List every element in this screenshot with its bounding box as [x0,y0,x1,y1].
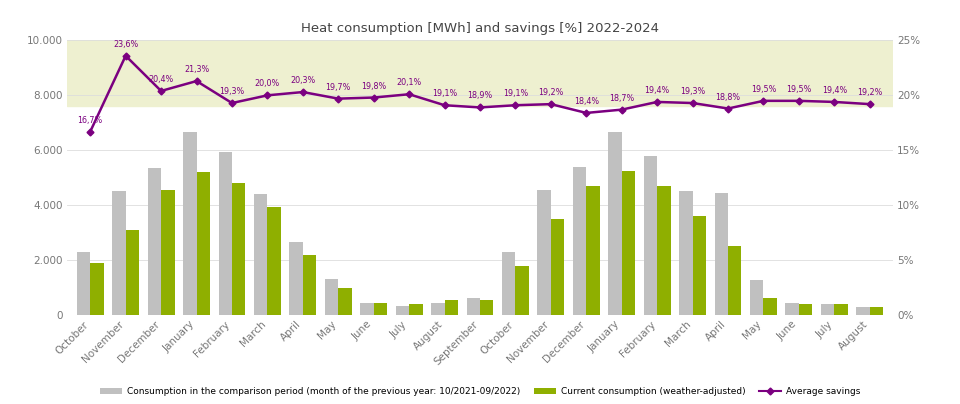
Text: 23,6%: 23,6% [113,40,138,49]
Bar [622,171,636,315]
Text: 19,7%: 19,7% [325,83,351,92]
Bar [785,303,799,315]
Bar [714,193,728,315]
Bar [161,190,175,315]
Bar [409,303,422,315]
Text: 18,9%: 18,9% [468,91,492,101]
Text: 18,8%: 18,8% [715,93,740,101]
Text: 19,2%: 19,2% [539,88,564,97]
Bar [587,186,600,315]
Bar [763,297,777,315]
Text: 18,4%: 18,4% [574,97,599,106]
Text: 19,5%: 19,5% [751,85,776,94]
Bar [821,304,834,315]
Bar [324,280,338,315]
Text: 20,4%: 20,4% [149,75,174,84]
Bar [609,133,622,315]
Text: 19,2%: 19,2% [857,88,882,97]
Bar [112,191,126,315]
Bar [254,194,268,315]
Bar [516,266,529,315]
Bar [268,206,281,315]
Bar [480,300,493,315]
Bar [644,156,658,315]
Bar [396,306,409,315]
Text: 19,3%: 19,3% [219,87,245,96]
Text: 21,3%: 21,3% [184,65,209,74]
Bar [658,186,671,315]
Bar [870,307,883,315]
Bar [360,303,373,315]
Text: 16,7%: 16,7% [78,116,103,125]
Bar [90,263,104,315]
Bar [302,255,316,315]
Bar [126,230,139,315]
Bar [856,307,870,315]
Bar [573,167,587,315]
Bar [67,40,893,106]
Bar [444,300,458,315]
Text: 20,0%: 20,0% [254,80,280,88]
Bar [834,304,848,315]
Bar [799,304,812,315]
Bar [431,303,444,315]
Text: 19,4%: 19,4% [644,86,670,95]
Bar [148,168,161,315]
Bar [77,252,90,315]
Bar [338,288,351,315]
Text: 19,5%: 19,5% [786,85,811,94]
Bar [551,219,564,315]
Bar [679,191,692,315]
Title: Heat consumption [MWh] and savings [%] 2022-2024: Heat consumption [MWh] and savings [%] 2… [301,22,659,35]
Bar [538,190,551,315]
Bar [197,172,210,315]
Bar [289,242,302,315]
Bar [502,252,516,315]
Text: 18,7%: 18,7% [609,94,635,103]
Bar [232,183,246,315]
Bar [373,303,387,315]
Text: 19,4%: 19,4% [822,86,847,95]
Legend: Consumption in the comparison period (month of the previous year: 10/2021-09/202: Consumption in the comparison period (mo… [96,383,864,400]
Text: 19,1%: 19,1% [503,89,528,98]
Bar [183,133,197,315]
Text: 19,8%: 19,8% [361,82,386,90]
Bar [750,280,763,315]
Bar [219,152,232,315]
Text: 20,1%: 20,1% [396,78,421,87]
Text: 19,3%: 19,3% [680,87,706,96]
Text: 20,3%: 20,3% [290,76,316,85]
Bar [692,216,706,315]
Bar [467,298,480,315]
Text: 19,1%: 19,1% [432,89,457,98]
Bar [728,246,741,315]
